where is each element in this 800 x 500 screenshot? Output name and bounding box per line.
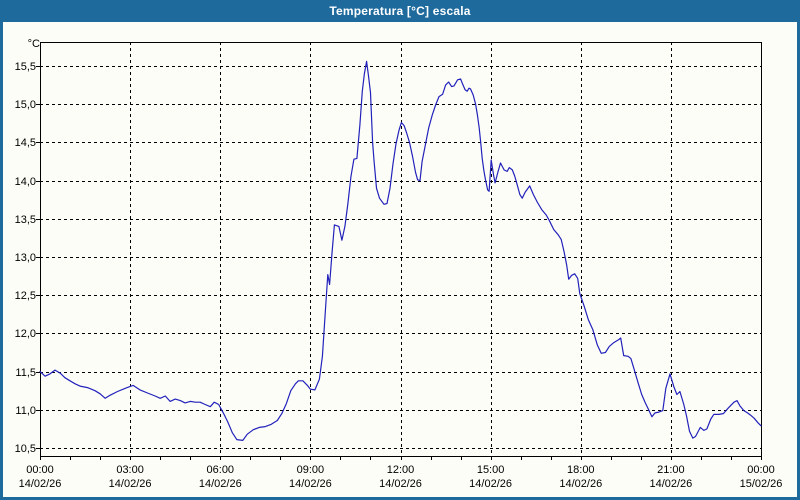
window-title: Temperatura [°C] escala — [329, 4, 471, 18]
x-tick-date: 14/02/26 — [379, 478, 422, 490]
y-tick-label: 11,5 — [15, 366, 36, 379]
x-tick-time: 00:00 — [26, 464, 54, 476]
x-tick-date: 14/02/26 — [198, 478, 242, 490]
x-tick-label: 12:00 14/02/26 — [379, 463, 422, 491]
y-tick-label: 14,5 — [14, 136, 36, 149]
x-tick-time: 18:00 — [567, 464, 595, 476]
x-tick-time: 06:00 — [206, 464, 235, 476]
y-tick-label: 13,5 — [14, 213, 36, 226]
x-tick-time: 15:00 — [476, 464, 505, 476]
y-tick-label: 15,0 — [14, 98, 36, 111]
x-tick-time: 09:00 — [296, 464, 325, 476]
x-tick-date: 14/02/26 — [288, 478, 332, 490]
x-tick-label: 09:00 14/02/26 — [289, 463, 332, 491]
y-tick-label: 10,5 — [14, 442, 36, 455]
x-tick-date: 14/02/26 — [649, 478, 693, 490]
x-tick-label: 00:00 15/02/26 — [740, 463, 783, 491]
x-tick-date: 14/02/26 — [559, 478, 603, 490]
x-tick-label: 18:00 14/02/26 — [559, 463, 602, 491]
x-tick-time: 21:00 — [657, 464, 685, 476]
x-tick-label: 21:00 14/02/26 — [649, 463, 692, 491]
x-tick-label: 00:00 14/02/26 — [19, 463, 62, 491]
chart-area: °C 15,5 15,0 14,5 14,0 13,5 13,0 12,5 12,0 11,5 1… — [3, 22, 797, 497]
x-tick-date: 14/02/26 — [18, 478, 62, 490]
x-tick-label: 15:00 14/02/26 — [469, 463, 512, 491]
x-tick-label: 06:00 14/02/26 — [199, 463, 242, 491]
x-tick-time: 00:00 — [747, 464, 775, 476]
x-tick-label: 03:00 14/02/26 — [109, 463, 152, 491]
temperature-series-line — [39, 60, 762, 441]
x-tick-time: 12:00 — [386, 464, 415, 476]
temperature-line-chart — [36, 42, 762, 460]
x-tick-date: 14/02/26 — [108, 478, 152, 490]
y-tick-label: 11,0 — [15, 404, 36, 417]
x-tick-date: 15/02/26 — [739, 478, 783, 490]
y-tick-label: 13,0 — [14, 251, 36, 264]
x-tick-date: 14/02/26 — [469, 478, 513, 490]
y-tick-label: 14,0 — [14, 175, 36, 188]
y-tick-label: 15,5 — [14, 60, 36, 73]
y-axis-unit-label: °C — [27, 38, 40, 50]
x-tick-time: 03:00 — [116, 464, 144, 476]
window-titlebar: Temperatura [°C] escala — [0, 0, 800, 22]
y-tick-label: 12,5 — [14, 289, 36, 302]
y-tick-label: 12,0 — [14, 327, 36, 340]
